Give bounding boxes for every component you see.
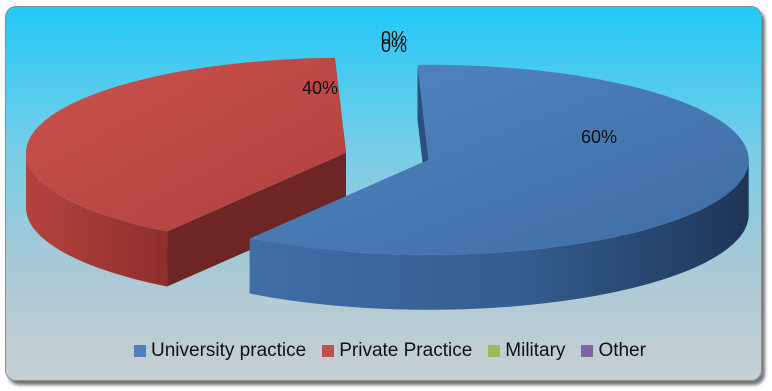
legend-label: Other [598, 340, 646, 361]
pie-slice-university-practice [249, 64, 749, 310]
legend-label: University practice [151, 340, 307, 361]
pie-slice-private-practice [26, 57, 347, 287]
pie-slice-top [26, 57, 347, 232]
legend-item-private-practice: Private Practice [322, 340, 472, 362]
data-label-private-practice: 40% [302, 78, 338, 98]
legend-label: Private Practice [339, 340, 473, 361]
legend-swatch [488, 345, 501, 357]
legend: University practice Private Practice Milit… [134, 340, 646, 362]
legend-label: Military [505, 340, 566, 361]
legend-item-university-practice: University practice [134, 340, 306, 362]
legend-swatch [581, 345, 594, 357]
legend-item-other: Other [581, 340, 646, 362]
pie-slice-side [249, 159, 749, 310]
pie-chart-plot: 60% 40% 0%0% [26, 28, 749, 310]
data-label-university-practice: 60% [581, 127, 617, 147]
chart-area: 60% 40% 0% 0% University practice Private Pr… [5, 6, 762, 381]
pie-slice-wall [167, 152, 347, 287]
data-label-military: 0% [381, 28, 407, 48]
legend-swatch [134, 345, 146, 357]
pie-slice-top [249, 64, 749, 255]
pie-slice-side [26, 152, 168, 287]
legend-swatch [322, 345, 335, 357]
data-label-other: 0% [381, 36, 407, 56]
legend-item-military: Military [488, 340, 565, 362]
